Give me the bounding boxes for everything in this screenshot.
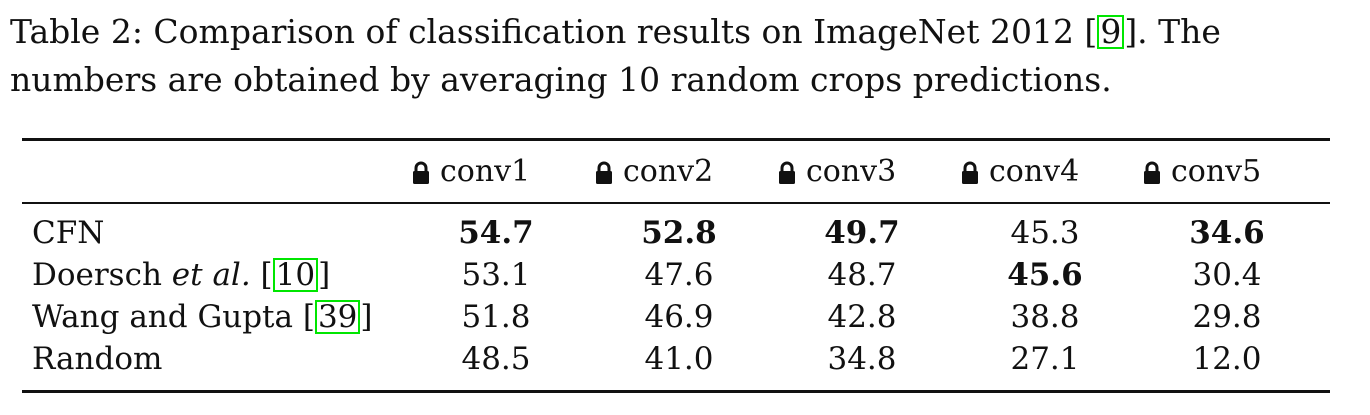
value-cell: 45.6 bbox=[1007, 257, 1083, 293]
table-row: Wang and Gupta [39] 51.8 46.9 42.8 38.8 … bbox=[22, 296, 1330, 338]
table-row: Doersch et al. [10] 53.1 47.6 48.7 45.6 … bbox=[22, 254, 1330, 296]
value-cell: 53.1 bbox=[461, 257, 531, 293]
method-name: Doersch et al. [10] bbox=[32, 257, 331, 293]
column-header-label: conv3 bbox=[806, 154, 897, 189]
lock-icon bbox=[962, 161, 978, 184]
method-label: Wang and Gupta bbox=[32, 299, 293, 335]
method-name: Wang and Gupta [39] bbox=[32, 299, 373, 335]
value-cell: 48.7 bbox=[827, 257, 897, 293]
table-top-rule bbox=[22, 138, 1330, 141]
table-bottom-rule bbox=[22, 390, 1330, 393]
column-header-conv2: conv2 bbox=[595, 154, 713, 190]
column-header-label: conv2 bbox=[623, 154, 714, 189]
table-caption: Table 2: Comparison of classification re… bbox=[10, 8, 1355, 104]
value-cell: 30.4 bbox=[1192, 257, 1262, 293]
results-table: conv1 conv2 conv3 conv4 conv5 CFN 54.7 5… bbox=[22, 138, 1330, 394]
method-label: Doersch bbox=[32, 257, 162, 293]
value-cell: 54.7 bbox=[458, 215, 534, 251]
value-cell: 34.6 bbox=[1189, 215, 1265, 251]
value-cell: 48.5 bbox=[461, 341, 531, 377]
caption-suffix: ]. The numbers are obtained by averaging… bbox=[10, 12, 1221, 99]
citation-link-39[interactable]: 39 bbox=[314, 300, 361, 334]
column-header-conv3: conv3 bbox=[778, 154, 896, 190]
table-row: CFN 54.7 52.8 49.7 45.3 34.6 bbox=[22, 212, 1330, 254]
table-header-rule bbox=[22, 202, 1330, 204]
value-cell: 38.8 bbox=[1010, 299, 1080, 335]
method-label-italic: et al. bbox=[171, 257, 251, 293]
citation-link-10[interactable]: 10 bbox=[272, 258, 319, 292]
lock-icon bbox=[779, 161, 795, 184]
column-header-conv1: conv1 bbox=[412, 154, 530, 190]
column-header-conv4: conv4 bbox=[961, 154, 1079, 190]
method-name: CFN bbox=[32, 215, 105, 251]
value-cell: 49.7 bbox=[824, 215, 900, 251]
value-cell: 12.0 bbox=[1192, 341, 1262, 377]
column-header-conv5: conv5 bbox=[1143, 154, 1261, 190]
table-row: Random 48.5 41.0 34.8 27.1 12.0 bbox=[22, 338, 1330, 380]
value-cell: 52.8 bbox=[641, 215, 717, 251]
lock-icon bbox=[413, 161, 429, 184]
value-cell: 29.8 bbox=[1192, 299, 1262, 335]
method-name: Random bbox=[32, 341, 163, 377]
lock-icon bbox=[1144, 161, 1160, 184]
value-cell: 47.6 bbox=[644, 257, 714, 293]
value-cell: 42.8 bbox=[827, 299, 897, 335]
value-cell: 41.0 bbox=[644, 341, 714, 377]
value-cell: 34.8 bbox=[827, 341, 897, 377]
caption-prefix: Table 2: Comparison of classification re… bbox=[10, 12, 1098, 51]
lock-icon bbox=[596, 161, 612, 184]
column-header-label: conv1 bbox=[440, 154, 531, 189]
value-cell: 27.1 bbox=[1010, 341, 1080, 377]
citation-link-9[interactable]: 9 bbox=[1097, 15, 1125, 49]
value-cell: 51.8 bbox=[461, 299, 531, 335]
value-cell: 45.3 bbox=[1010, 215, 1080, 251]
column-header-label: conv4 bbox=[989, 154, 1080, 189]
value-cell: 46.9 bbox=[644, 299, 714, 335]
column-header-label: conv5 bbox=[1171, 154, 1262, 189]
